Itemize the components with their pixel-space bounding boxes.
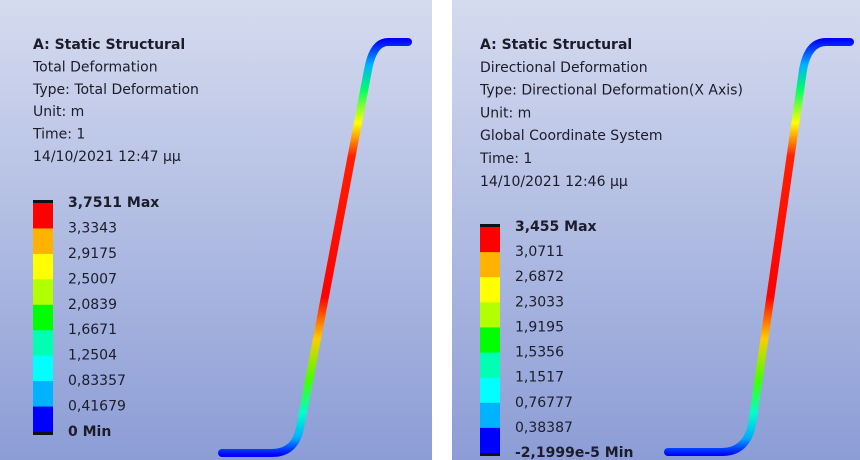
legend-band — [480, 252, 500, 278]
legend-band — [480, 403, 500, 429]
legend-band — [480, 327, 500, 353]
legend-label: 3,455 Max — [515, 219, 597, 235]
legend-label: 0,38387 — [515, 420, 573, 436]
legend-label: 2,6872 — [515, 269, 564, 285]
legend-label: 0 Min — [68, 424, 111, 440]
legend-band — [33, 254, 53, 280]
legend-band — [33, 381, 53, 407]
info-line: 14/10/2021 12:46 μμ — [480, 174, 628, 190]
legend-label: 2,0839 — [68, 297, 117, 313]
info-line: Total Deformation — [32, 59, 158, 75]
legend-band — [480, 378, 500, 404]
legend-label: 2,3033 — [515, 294, 564, 310]
legend-label: 0,76777 — [515, 395, 573, 411]
info-line: Type: Directional Deformation(X Axis) — [479, 83, 743, 99]
legend-bottom-mark — [480, 453, 500, 456]
legend-label: 3,7511 Max — [68, 195, 159, 211]
panel-title: A: Static Structural — [480, 37, 632, 53]
legend-top-mark — [33, 200, 53, 203]
legend-label: 1,2504 — [68, 348, 117, 364]
legend-label: 2,5007 — [68, 271, 117, 287]
legend-label: 3,3343 — [68, 220, 117, 236]
legend-label: -2,1999e-5 Min — [515, 445, 633, 460]
legend-band — [480, 277, 500, 303]
info-line: Unit: m — [33, 104, 84, 120]
legend-band — [480, 302, 500, 328]
legend-band — [480, 227, 500, 253]
legend-band — [33, 279, 53, 305]
info-line: Directional Deformation — [480, 60, 648, 76]
legend-label: 1,9195 — [515, 319, 564, 335]
legend-band — [33, 228, 53, 254]
legend-label: 3,0711 — [515, 244, 564, 260]
legend-band — [480, 428, 500, 454]
legend-band — [33, 203, 53, 229]
info-line: Time: 1 — [479, 151, 532, 167]
screenshot: A: Static Structural Total Deformation Typ… — [0, 0, 860, 460]
info-line: Time: 1 — [32, 127, 85, 143]
legend-label: 0,41679 — [68, 399, 126, 415]
legend-band — [480, 353, 500, 379]
panel-title: A: Static Structural — [33, 37, 185, 53]
info-line: Unit: m — [480, 105, 531, 121]
legend-band — [33, 305, 53, 331]
info-line: 14/10/2021 12:47 μμ — [33, 149, 181, 165]
legend-label: 1,1517 — [515, 370, 564, 386]
legend-label: 0,83357 — [68, 373, 126, 389]
legend-label: 1,5356 — [515, 345, 564, 361]
legend-band — [33, 330, 53, 356]
legend-band — [33, 407, 53, 433]
info-line: Global Coordinate System — [480, 128, 663, 144]
info-line: Type: Total Deformation — [32, 82, 199, 98]
legend-label: 1,6671 — [68, 322, 117, 338]
legend-top-mark — [480, 224, 500, 227]
legend-bottom-mark — [33, 432, 53, 435]
legend-label: 2,9175 — [68, 246, 117, 262]
legend-band — [33, 356, 53, 382]
